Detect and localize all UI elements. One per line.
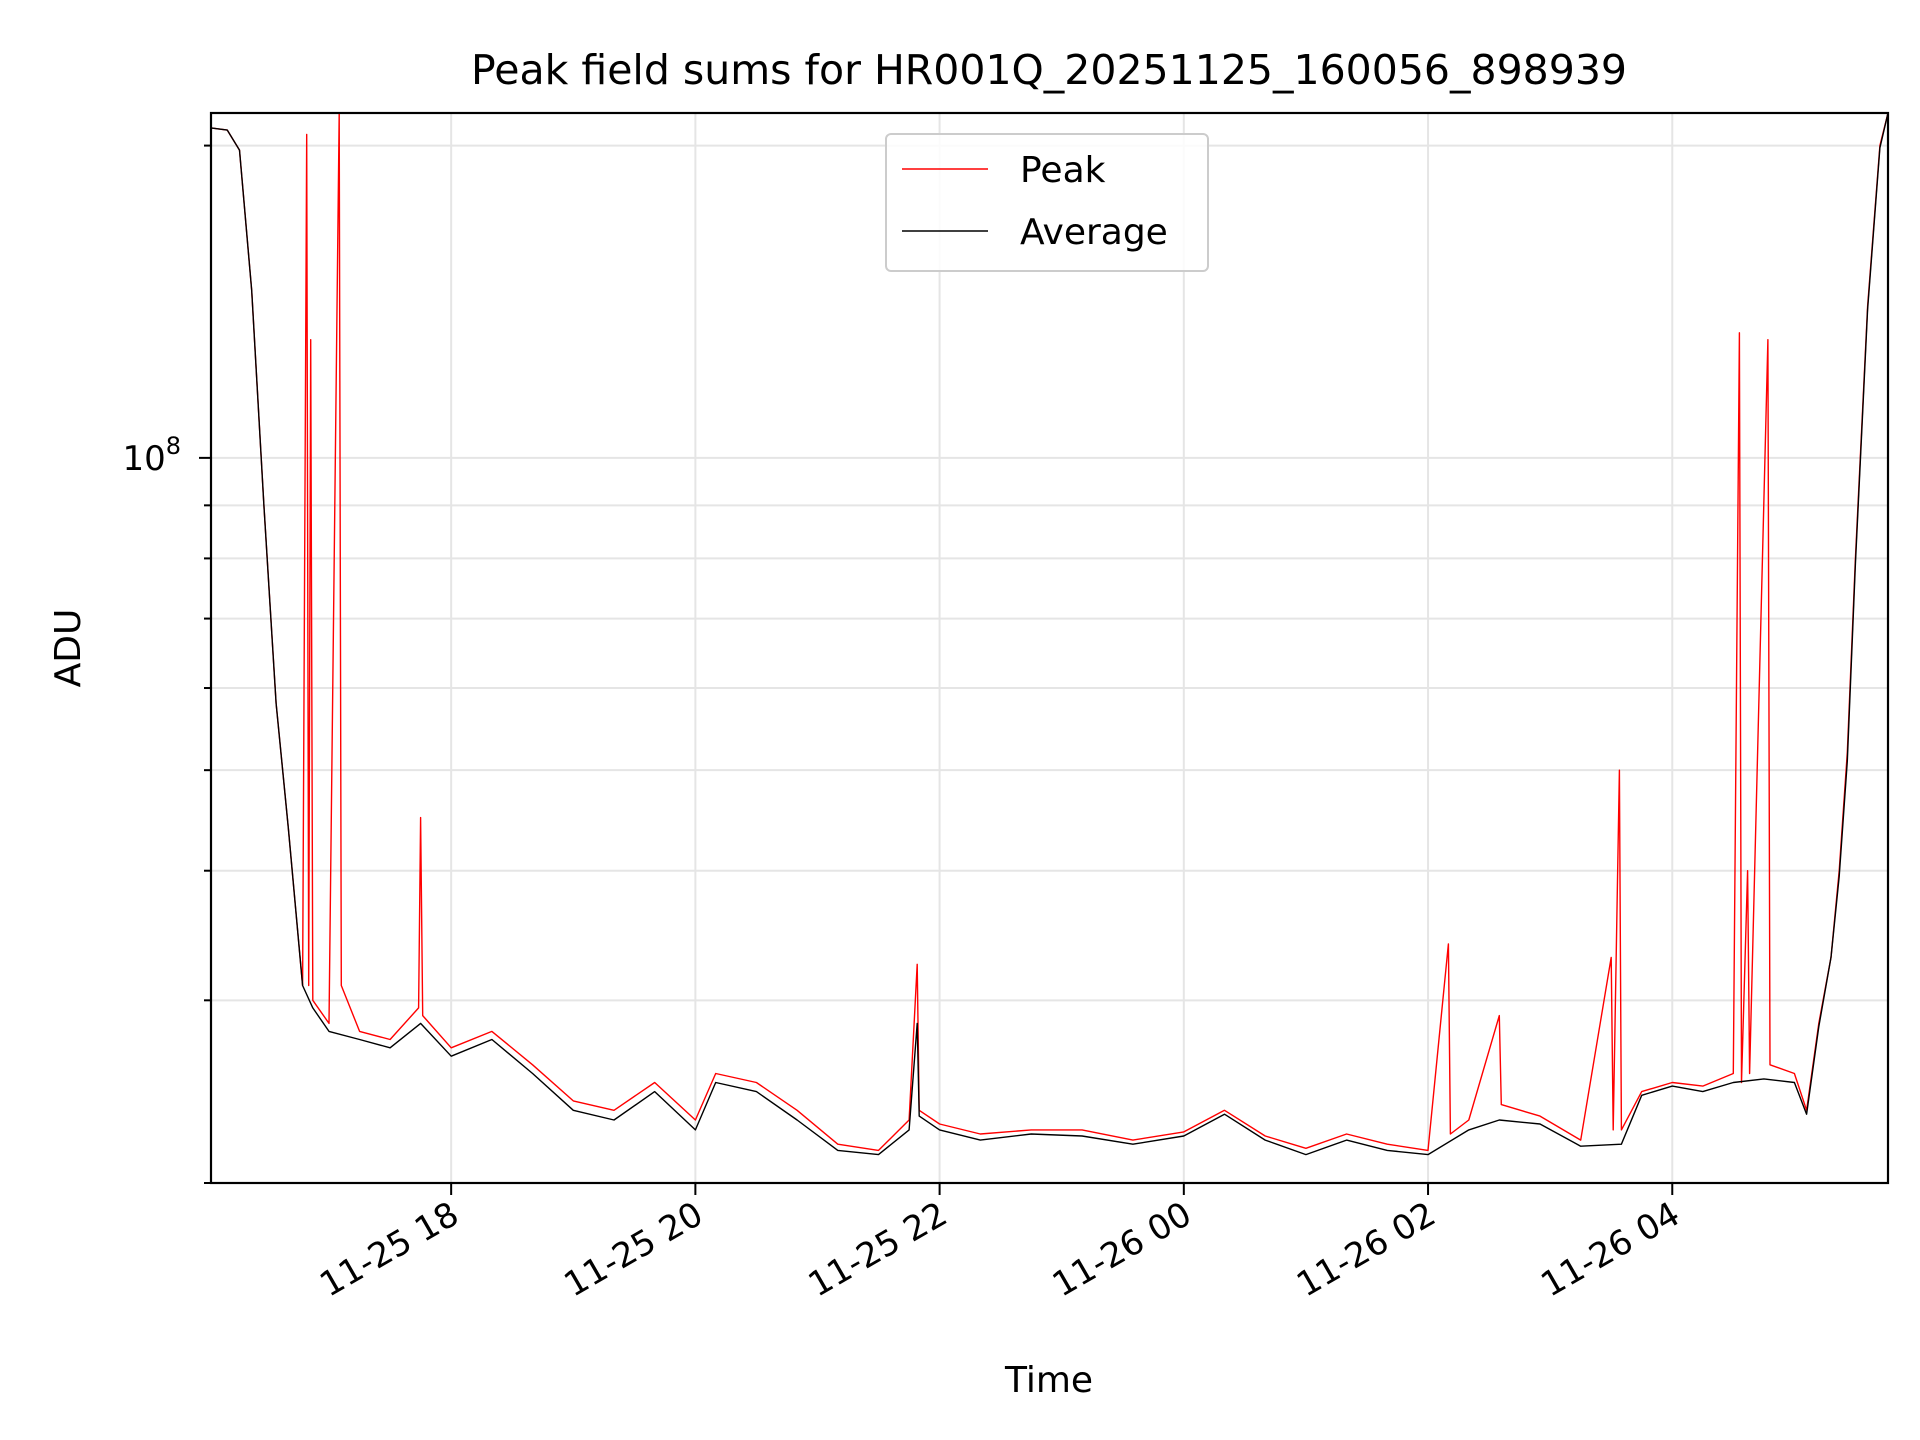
x-tick-label: 11-25 22 xyxy=(802,1194,954,1305)
series-line-average xyxy=(210,112,1889,1156)
x-tick-label: 11-26 00 xyxy=(1046,1194,1198,1305)
x-tick-label: 11-26 04 xyxy=(1534,1194,1686,1305)
x-tick-label: 11-25 18 xyxy=(313,1194,465,1305)
y-tick-exponent: 8 xyxy=(166,432,181,460)
series-lines xyxy=(210,112,1889,1156)
legend-label-average: Average xyxy=(1020,212,1168,253)
axis-ticks: 11-25 18 11-25 20 11-25 22 11-26 00 11-26 02… xyxy=(122,144,1687,1305)
legend-label-peak: Peak xyxy=(1020,150,1106,191)
chart-title: Peak field sums for HR001Q_20251125_1600… xyxy=(471,46,1627,94)
y-axis-label: ADU xyxy=(48,609,89,688)
grid-lines xyxy=(211,113,1888,1184)
plot-frame xyxy=(209,111,1890,1185)
x-tick-label: 11-26 02 xyxy=(1290,1194,1442,1305)
x-tick-label: 11-25 20 xyxy=(557,1194,709,1305)
y-tick-base: 10 xyxy=(122,439,165,479)
series-line-peak xyxy=(210,112,1889,1152)
x-axis-label: Time xyxy=(1004,1360,1093,1401)
y-tick-label: 108 xyxy=(122,432,181,479)
legend: Peak Average xyxy=(885,133,1209,272)
